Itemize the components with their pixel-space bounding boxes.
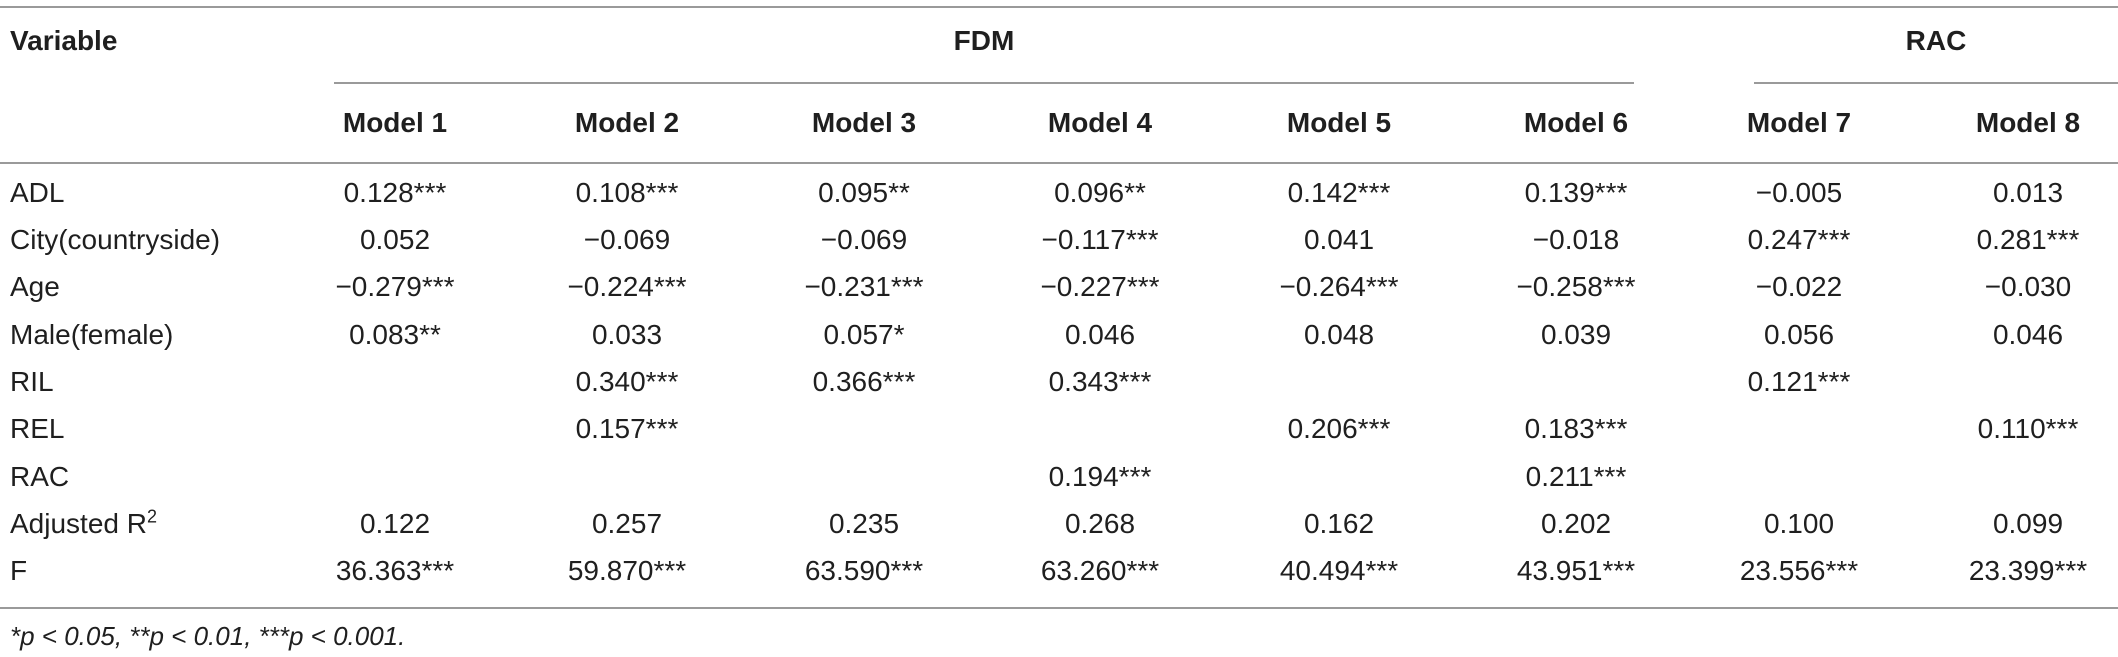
table-cell: −0.069 [820, 224, 908, 255]
table-cell: −0.279*** [335, 271, 455, 302]
table-cell: 0.343*** [1048, 366, 1152, 397]
model-header-1: Model 1 [342, 107, 448, 138]
table-cell: 0.056 [1763, 319, 1835, 350]
table-cell: 0.194*** [1048, 461, 1152, 492]
table-cell: 0.139*** [1524, 177, 1628, 208]
model-header-3: Model 3 [811, 107, 917, 138]
table-cell: 0.083** [349, 319, 441, 350]
table-cell: 0.268 [1064, 508, 1136, 539]
table-cell: 0.046 [1064, 319, 1136, 350]
table-cell: 36.363*** [335, 555, 455, 586]
table-cell: −0.022 [1755, 271, 1843, 302]
footnote: *p < 0.05, **p < 0.01, ***p < 0.001. [10, 621, 406, 651]
table-cell: 0.211*** [1525, 461, 1627, 492]
table-cell: 0.206*** [1287, 413, 1391, 444]
table-cell: 43.951*** [1516, 555, 1636, 586]
table-cell: 0.122 [359, 508, 431, 539]
table-cell: 0.183*** [1524, 413, 1628, 444]
model-header-2: Model 2 [574, 107, 680, 138]
table-cell: 0.057* [823, 319, 905, 350]
row-label: ADL [10, 177, 65, 208]
table-cell: 0.142*** [1287, 177, 1391, 208]
model-header-4: Model 4 [1047, 107, 1153, 138]
fdm-group-header: FDM [953, 25, 1015, 56]
model-header-6: Model 6 [1523, 107, 1629, 138]
row-label: REL [10, 413, 65, 444]
table-cell: 0.247*** [1747, 224, 1851, 255]
model-header-5: Model 5 [1286, 107, 1392, 138]
table-cell: 0.041 [1303, 224, 1375, 255]
table-cell: 23.556*** [1739, 555, 1859, 586]
table-cell: 63.260*** [1040, 555, 1160, 586]
table-cell: 0.110*** [1977, 413, 2079, 444]
table-cell: 0.099 [1992, 508, 2064, 539]
row-label: Age [10, 271, 60, 302]
header-bottom-rule [0, 162, 2118, 164]
table-cell: 0.128*** [343, 177, 447, 208]
row-label: Adjusted R2 [10, 506, 157, 539]
table-cell: 23.399*** [1968, 555, 2088, 586]
table-cell: 0.013 [1992, 177, 2064, 208]
table-cell: 59.870*** [567, 555, 687, 586]
table-cell: −0.005 [1755, 177, 1843, 208]
model-header-7: Model 7 [1746, 107, 1852, 138]
table-cell: −0.117*** [1041, 224, 1159, 255]
table-cell: 0.257 [591, 508, 663, 539]
table-cell: 0.366*** [812, 366, 916, 397]
table-cell: 0.039 [1540, 319, 1612, 350]
table-cell: 0.281*** [1976, 224, 2080, 255]
table-cell: −0.258*** [1516, 271, 1636, 302]
table-cell: 0.108*** [575, 177, 679, 208]
row-label: RAC [10, 461, 70, 492]
row-label: RIL [10, 366, 54, 397]
table-cell: −0.030 [1984, 271, 2072, 302]
superscript: 2 [146, 506, 157, 527]
table-cell: 0.162 [1303, 508, 1375, 539]
variable-header: Variable [10, 25, 118, 56]
table-cell: −0.227*** [1040, 271, 1160, 302]
table-cell: 0.046 [1992, 319, 2064, 350]
model-header-8: Model 8 [1975, 107, 2081, 138]
table-cell: −0.018 [1532, 224, 1620, 255]
table-cell: 0.235 [828, 508, 900, 539]
table-cell: 0.096** [1054, 177, 1146, 208]
table-cell: −0.231*** [804, 271, 924, 302]
table-cell: 0.121*** [1747, 366, 1851, 397]
row-label: F [10, 555, 28, 586]
table-cell: 0.033 [591, 319, 663, 350]
table-cell: −0.069 [583, 224, 671, 255]
table-cell: 0.052 [359, 224, 431, 255]
table-bottom-rule [0, 607, 2118, 609]
table-cell: 40.494*** [1279, 555, 1399, 586]
table-cell: 0.202 [1540, 508, 1612, 539]
fdm-group-rule [334, 82, 1634, 84]
row-label: Male(female) [10, 319, 174, 350]
rac-group-rule [1754, 82, 2118, 84]
table-cell: 0.095** [818, 177, 910, 208]
row-label: City(countryside) [10, 224, 221, 255]
table-cell: 0.100 [1763, 508, 1835, 539]
table-cell: 63.590*** [804, 555, 924, 586]
table-cell: 0.048 [1303, 319, 1375, 350]
rac-group-header: RAC [1905, 25, 1967, 56]
table-cell: 0.157*** [575, 413, 679, 444]
table-cell: 0.340*** [575, 366, 679, 397]
table-cell: −0.224*** [567, 271, 687, 302]
top-rule [0, 6, 2118, 8]
table-cell: −0.264*** [1279, 271, 1399, 302]
